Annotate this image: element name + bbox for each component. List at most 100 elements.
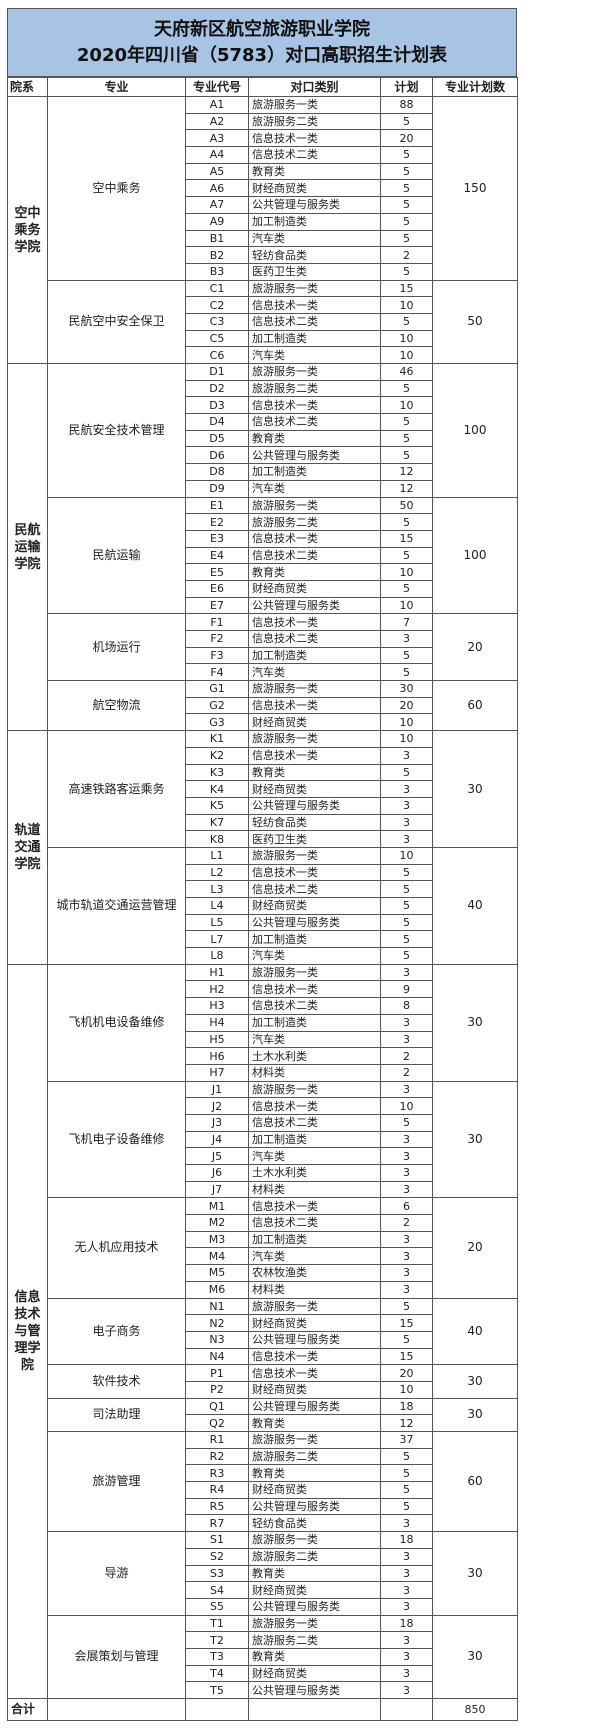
plan-count: 3 <box>380 1547 433 1566</box>
category: 加工制造类 <box>248 1130 381 1149</box>
category: 信息技术一类 <box>248 396 381 415</box>
category: 旅游服务一类 <box>248 680 381 698</box>
plan-count: 5 <box>380 446 433 465</box>
table-row: C3 信息技术二类 5 <box>8 312 518 331</box>
table-row: 信息技术与管理学院 飞机机电设备维修 H1 旅游服务一类 3 30 <box>7 963 518 1700</box>
plan-count: 5 <box>380 546 433 565</box>
plan-count: 5 <box>380 913 433 932</box>
plan-count: 3 <box>380 1581 433 1599</box>
major-code: J5 <box>185 1147 249 1165</box>
table-row: K2 信息技术一类 3 <box>8 746 518 765</box>
major-code: J7 <box>185 1180 249 1199</box>
table-row: L7 加工制造类 5 <box>8 930 518 949</box>
category: 汽车类 <box>248 1030 381 1049</box>
major-plan-total: 30 <box>432 1397 518 1433</box>
plan-count: 10 <box>380 396 433 415</box>
major-code: K1 <box>185 730 249 748</box>
major-plan-total: 30 <box>432 1080 518 1199</box>
table-row: T3 教育类 3 <box>8 1647 518 1666</box>
major-code: S1 <box>185 1531 249 1549</box>
category: 旅游服务一类 <box>248 1297 381 1316</box>
category: 信息技术二类 <box>248 413 381 431</box>
category: 教育类 <box>248 429 381 448</box>
plan-count: 5 <box>380 379 433 398</box>
plan-count: 10 <box>380 563 433 581</box>
category: 汽车类 <box>248 1247 381 1266</box>
table-row: S4 财经商贸类 3 <box>8 1581 518 1599</box>
major-code: R4 <box>185 1481 249 1499</box>
major-code: C2 <box>185 296 249 314</box>
major-code: N1 <box>185 1297 249 1316</box>
category: 信息技术一类 <box>248 1097 381 1115</box>
plan-count: 5 <box>380 646 433 665</box>
major-code: K7 <box>185 813 249 832</box>
plan-count: 5 <box>380 429 433 448</box>
category: 轻纺食品类 <box>248 1514 381 1533</box>
empty-cell <box>248 1698 381 1721</box>
category: 公共管理与服务类 <box>248 1497 381 1516</box>
major-code: R5 <box>185 1497 249 1516</box>
major-name: 空中乘务 <box>47 96 186 281</box>
category: 信息技术二类 <box>248 146 381 164</box>
major-code: T2 <box>185 1631 249 1649</box>
plan-count: 10 <box>380 1380 433 1399</box>
major-code: T4 <box>185 1664 249 1683</box>
category: 加工制造类 <box>248 930 381 949</box>
table-row: A6 财经商贸类 5 <box>8 179 518 198</box>
table-row: H6 土木水利类 2 <box>8 1047 518 1065</box>
plan-count: 5 <box>380 863 433 882</box>
plan-count: 5 <box>380 212 433 231</box>
table-row: 民航空中安全保卫 C1 旅游服务一类 15 50 <box>8 279 518 365</box>
category: 旅游服务一类 <box>248 963 381 982</box>
table-row: D6 公共管理与服务类 5 <box>8 446 518 465</box>
major-name: 高速铁路客运乘务 <box>47 730 186 848</box>
table-row: N4 信息技术一类 15 <box>8 1347 518 1366</box>
table-row: 机场运行 F1 信息技术一类 7 20 <box>8 613 518 682</box>
header-category: 对口类别 <box>248 77 381 97</box>
major-code: B1 <box>185 229 249 248</box>
major-name: 无人机应用技术 <box>47 1197 186 1299</box>
major-code: H4 <box>185 1013 249 1032</box>
header-row: 院系 专业 专业代号 对口类别 计划 专业计划数 <box>7 77 518 97</box>
plan-count: 5 <box>380 1447 433 1466</box>
major-code: H2 <box>185 980 249 999</box>
major-code: K4 <box>185 780 249 798</box>
major-code: B3 <box>185 262 249 281</box>
empty-cell <box>47 1698 186 1721</box>
plan-count: 3 <box>380 1013 433 1032</box>
header-major: 专业 <box>47 77 186 97</box>
major-code: P2 <box>185 1380 249 1399</box>
plan-count: 15 <box>380 1347 433 1366</box>
plan-count: 30 <box>380 680 433 698</box>
major-code: F4 <box>185 663 249 682</box>
category: 加工制造类 <box>248 463 381 481</box>
plan-count: 12 <box>380 479 433 498</box>
category: 旅游服务一类 <box>248 496 381 515</box>
plan-count: 5 <box>380 579 433 598</box>
major-plan-total: 40 <box>432 846 518 965</box>
plan-count: 3 <box>380 813 433 832</box>
plan-count: 10 <box>380 713 433 732</box>
category: 土木水利类 <box>248 1164 381 1182</box>
category: 加工制造类 <box>248 212 381 231</box>
plan-count: 3 <box>380 780 433 798</box>
major-code: D5 <box>185 429 249 448</box>
major-code: M1 <box>185 1197 249 1216</box>
table-row: 旅游管理 R1 旅游服务一类 37 60 <box>8 1430 518 1533</box>
table-row: J5 汽车类 3 <box>8 1147 518 1165</box>
plan-count: 5 <box>380 312 433 331</box>
plan-count: 5 <box>380 262 433 281</box>
plan-count: 3 <box>380 746 433 765</box>
table-row: D2 旅游服务二类 5 <box>8 379 518 398</box>
plan-count: 3 <box>380 1247 433 1266</box>
title-line-1: 天府新区航空旅游职业学院 <box>154 18 370 40</box>
category: 公共管理与服务类 <box>248 796 381 815</box>
plan-count: 5 <box>380 112 433 131</box>
plan-count: 8 <box>380 997 433 1015</box>
category: 信息技术一类 <box>248 529 381 548</box>
plan-count: 3 <box>380 1681 433 1699</box>
major-plan-total: 30 <box>432 1614 518 1700</box>
category: 旅游服务一类 <box>248 96 381 114</box>
plan-count: 46 <box>380 363 433 381</box>
plan-count: 3 <box>380 1514 433 1533</box>
